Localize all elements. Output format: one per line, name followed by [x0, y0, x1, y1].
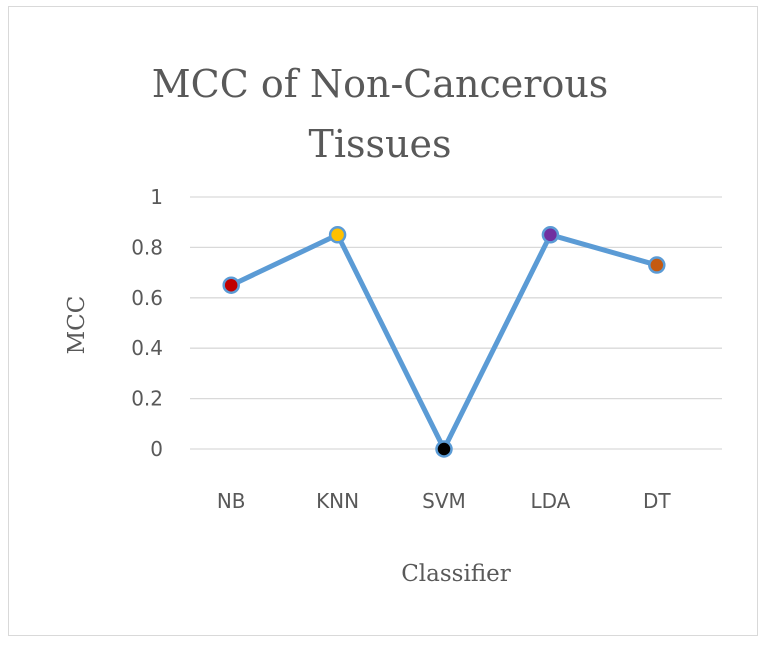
x-tick-label: SVM: [422, 489, 466, 513]
data-point-nb: [222, 276, 240, 294]
x-tick-labels: NB KNN SVM LDA DT: [217, 489, 672, 513]
data-point-dt: [648, 256, 666, 274]
y-tick-label: 0.4: [131, 336, 163, 360]
x-tick-label: DT: [643, 489, 671, 513]
y-tick-labels: 0 0.2 0.4 0.6 0.8 1: [131, 185, 163, 461]
x-tick-label: NB: [217, 489, 246, 513]
data-series: [222, 226, 666, 458]
y-tick-label: 1: [150, 185, 163, 209]
data-point-svm: [435, 440, 453, 458]
x-tick-label: LDA: [530, 489, 570, 513]
y-tick-label: 0.6: [131, 286, 163, 310]
x-axis-label: Classifier: [401, 561, 511, 587]
x-tick-label: KNN: [316, 489, 359, 513]
y-tick-label: 0.2: [131, 387, 163, 411]
chart-title-line-1: MCC of Non-Cancerous: [152, 62, 609, 106]
y-axis-label: MCC: [64, 296, 90, 355]
data-point-knn: [328, 226, 347, 244]
series-line: [228, 232, 660, 452]
y-tick-label: 0.8: [131, 235, 163, 259]
y-tick-label: 0: [150, 437, 163, 461]
gridlines: [190, 196, 722, 450]
chart-title-line-2: Tissues: [309, 122, 452, 166]
data-point-lda: [541, 226, 560, 244]
